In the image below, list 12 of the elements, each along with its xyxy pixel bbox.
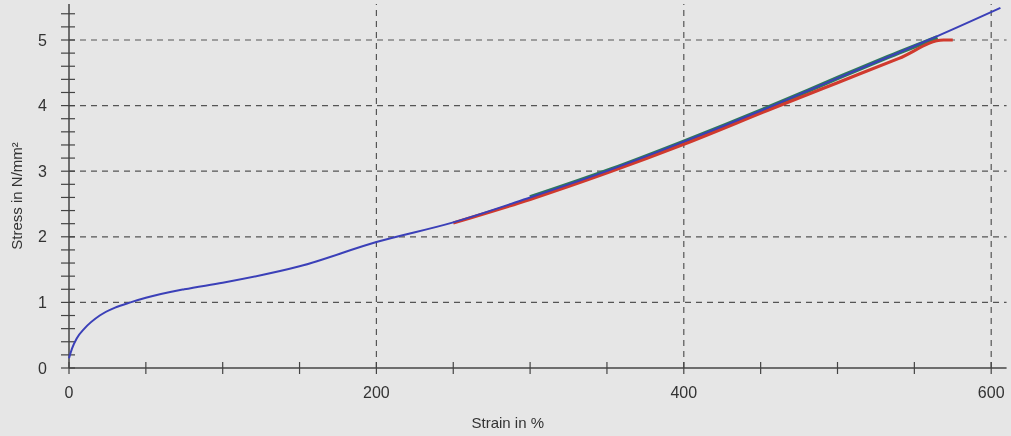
y-tick-label: 4 <box>38 97 48 115</box>
y-tick-label: 0 <box>38 359 48 377</box>
x-tick-label: 600 <box>977 384 1005 401</box>
x-axis-title: Strain in % <box>471 414 545 431</box>
y-tick-label: 5 <box>38 31 48 49</box>
y-tick-label: 3 <box>38 162 48 180</box>
y-axis-title: Stress in N/mm² <box>8 142 25 250</box>
y-tick-label: 2 <box>38 228 48 246</box>
x-tick-label: 400 <box>670 384 698 401</box>
y-tick-label: 1 <box>38 294 48 311</box>
x-tick-label: 0 <box>64 384 74 401</box>
x-tick-label: 200 <box>363 384 390 401</box>
